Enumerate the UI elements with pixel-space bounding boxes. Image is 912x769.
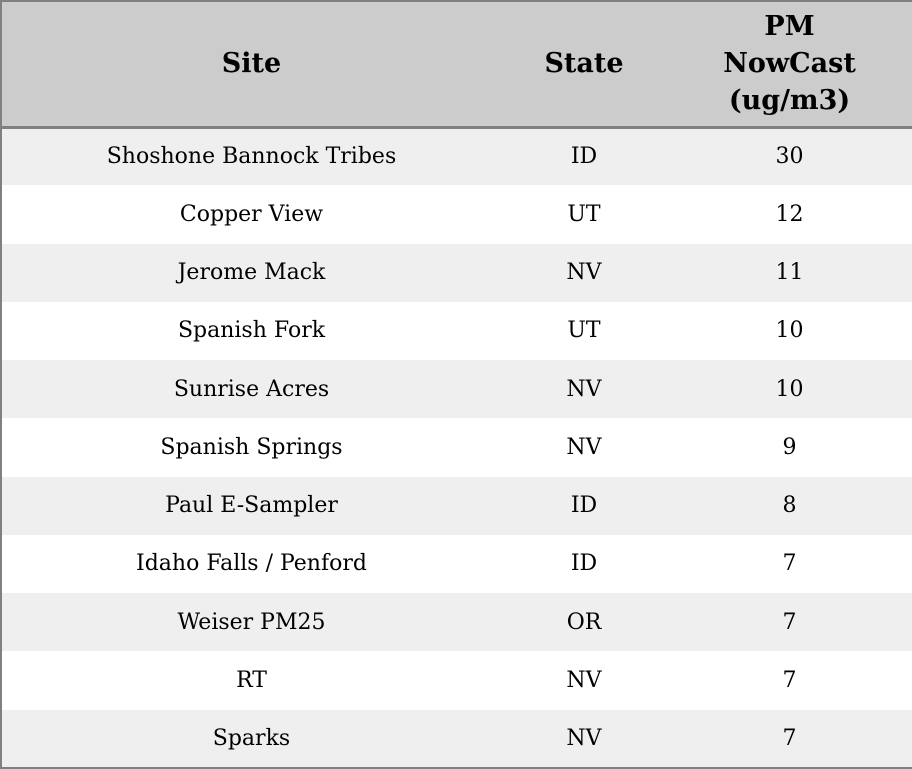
cell-site: Idaho Falls / Penford [136,551,367,577]
cell-site: Jerome Mack [177,260,326,286]
cell-pm: 7 [782,668,797,694]
table-row: Sparks NV 7 [1,709,912,768]
table-row: Copper View UT 12 [1,185,912,244]
cell-state: UT [567,318,601,344]
cell-state: ID [570,493,598,519]
table-row: Jerome Mack NV 11 [1,243,912,302]
cell-site: Spanish Springs [160,434,343,460]
cell-state: ID [570,144,598,170]
table-header: Site State PM NowCast (ug/m3) [1,1,912,129]
cell-state: UT [567,201,601,227]
cell-state: NV [566,725,602,751]
cell-pm: 7 [782,609,797,635]
cell-pm: 12 [775,201,804,227]
table-row: Paul E-Sampler ID 8 [1,476,912,535]
header-row: Site State PM NowCast (ug/m3) [1,1,912,129]
cell-pm: 10 [775,376,804,402]
table-row: Shoshone Bannock Tribes ID 30 [1,127,912,186]
column-header-state: State [501,1,667,129]
cell-pm: 10 [775,318,804,344]
cell-pm: 8 [782,493,797,519]
cell-site: RT [236,668,267,694]
cell-pm: 7 [782,725,797,751]
cell-state: NV [566,260,602,286]
cell-site: Sparks [212,725,291,751]
table-row: Idaho Falls / Penford ID 7 [1,534,912,594]
cell-state: NV [566,434,602,460]
cell-state: NV [566,376,602,402]
cell-pm: 30 [775,144,804,170]
cell-state: NV [566,668,602,694]
cell-pm: 9 [782,434,797,460]
cell-site: Weiser PM25 [177,609,326,635]
table-row: Spanish Fork UT 10 [1,301,912,361]
cell-site: Spanish Fork [177,318,326,344]
table-row: Sunrise Acres NV 10 [1,360,912,419]
table-body: Shoshone Bannock Tribes ID 30 Copper View UT… [1,127,912,768]
cell-state: ID [570,551,598,577]
table-row: RT NV 7 [1,651,912,710]
cell-site: Paul E-Sampler [165,493,338,519]
cell-pm: 11 [775,260,804,286]
cell-site: Shoshone Bannock Tribes [106,144,397,170]
column-header-site: Site [1,1,501,129]
column-header-pm-nowcast: PM NowCast (ug/m3) [667,1,912,129]
cell-site: Sunrise Acres [173,376,330,402]
cell-pm: 7 [782,551,797,577]
cell-site: Copper View [179,201,324,227]
table-row: Spanish Springs NV 9 [1,418,912,477]
table-row: Weiser PM25 OR 7 [1,593,912,652]
cell-state: OR [566,609,602,635]
